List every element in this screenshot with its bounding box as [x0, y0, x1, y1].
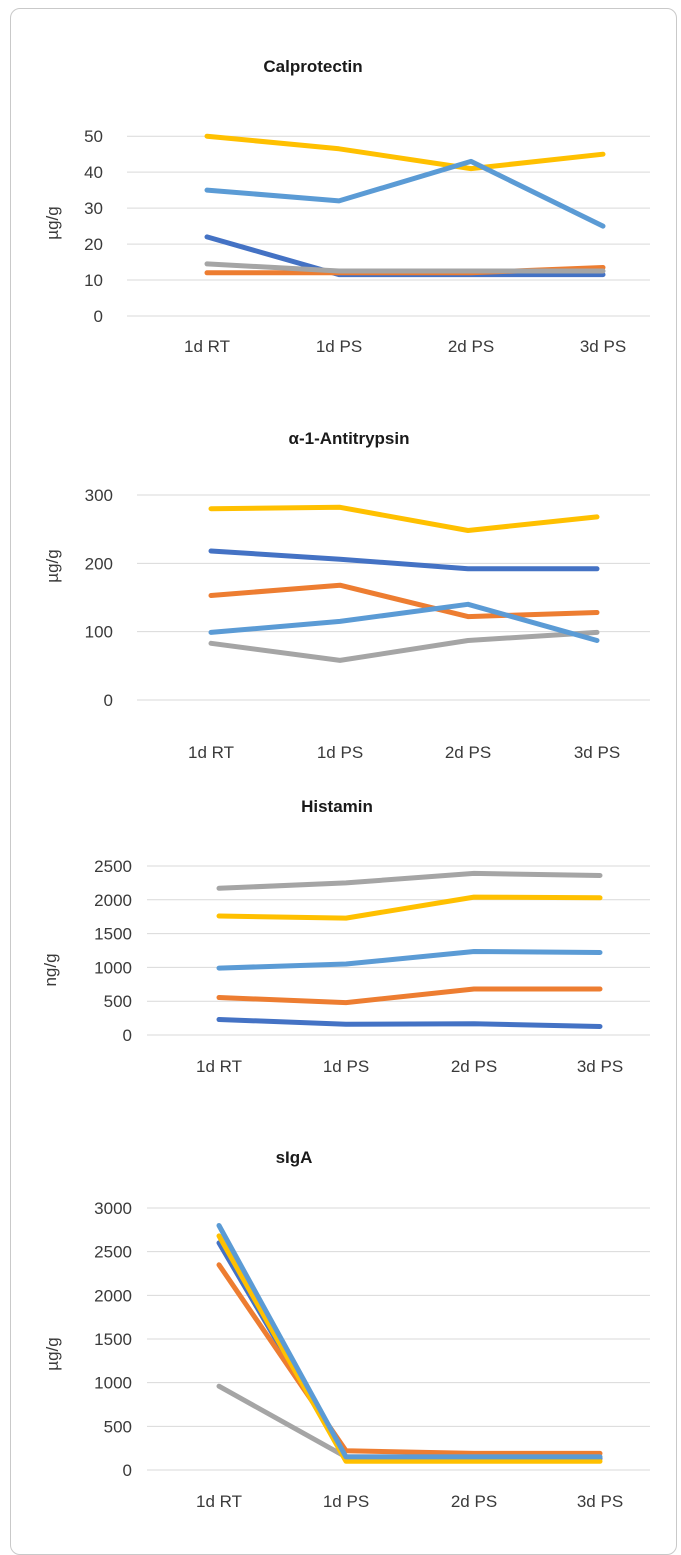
- x-tick-label: 1d RT: [184, 337, 230, 356]
- y-tick-label: 1500: [94, 925, 132, 944]
- y-tick-label: 2500: [94, 1243, 132, 1262]
- y-tick-label: 10: [84, 271, 103, 290]
- x-tick-label: 2d PS: [451, 1492, 497, 1511]
- chart-card: [10, 8, 677, 1555]
- chart-title: sIgA: [276, 1148, 313, 1167]
- y-axis-label: µg/g: [43, 206, 62, 239]
- y-tick-label: 100: [85, 623, 113, 642]
- y-tick-label: 30: [84, 199, 103, 218]
- y-tick-label: 500: [104, 992, 132, 1011]
- series-line: [208, 601, 600, 643]
- y-tick-label: 2000: [94, 891, 132, 910]
- y-tick-label: 0: [123, 1026, 132, 1045]
- x-tick-label: 2d PS: [445, 743, 491, 762]
- series-line: [216, 1223, 603, 1460]
- y-tick-label: 200: [85, 554, 113, 573]
- y-tick-label: 20: [84, 235, 103, 254]
- y-tick-label: 0: [123, 1461, 132, 1480]
- x-tick-label: 3d PS: [580, 337, 626, 356]
- plot-area: 0 100 200 300 1d RT 1d PS 2d PS 3d PS: [85, 486, 650, 762]
- y-axis-label: µg/g: [43, 549, 62, 582]
- y-tick-label: 1500: [94, 1330, 132, 1349]
- x-tick-label: 1d PS: [323, 1057, 369, 1076]
- series-line: [216, 894, 603, 921]
- series-line: [216, 1262, 603, 1456]
- x-tick-label: 1d RT: [196, 1057, 242, 1076]
- x-tick-label: 1d RT: [188, 743, 234, 762]
- series-line: [216, 1233, 603, 1464]
- y-tick-label: 300: [85, 486, 113, 505]
- series-line: [208, 582, 600, 620]
- chart-siga: sIgA µg/g 0 500 1000 1500 2000 2500 3000 1d RT 1…: [43, 1148, 650, 1511]
- y-tick-label: 2500: [94, 857, 132, 876]
- series-line: [216, 1383, 603, 1460]
- y-axis-label: ng/g: [41, 953, 60, 986]
- x-tick-label: 1d PS: [317, 743, 363, 762]
- series-line: [204, 133, 606, 172]
- x-tick-label: 1d PS: [316, 337, 362, 356]
- chart-histamin: Histamin ng/g 0 500 1000 1500 2000 2500 1d RT 1…: [41, 797, 650, 1076]
- plot-area: 0 500 1000 1500 2000 2500 3000 1d RT 1d PS 2d PS 3…: [94, 1199, 650, 1511]
- y-tick-label: 2000: [94, 1286, 132, 1305]
- series-line: [208, 504, 600, 533]
- x-tick-label: 2d PS: [448, 337, 494, 356]
- y-tick-label: 500: [104, 1417, 132, 1436]
- series-line: [208, 548, 600, 572]
- x-tick-label: 2d PS: [451, 1057, 497, 1076]
- series-line: [216, 949, 603, 971]
- y-axis-label: µg/g: [43, 1337, 62, 1370]
- plot-area: 0 500 1000 1500 2000 2500 1d RT 1d PS 2d PS 3d PS: [94, 857, 650, 1076]
- chart-title: Calprotectin: [263, 57, 362, 76]
- chart-antitrypsin: α-1-Antitrypsin µg/g 0 100 200 300 1d RT 1d P…: [43, 429, 650, 762]
- y-tick-label: 3000: [94, 1199, 132, 1218]
- y-tick-label: 40: [84, 163, 103, 182]
- x-tick-label: 3d PS: [574, 743, 620, 762]
- y-tick-label: 1000: [94, 958, 132, 977]
- plot-area: 0 10 20 30 40 50 1d RT 1d PS 2d PS 3d PS: [84, 127, 650, 356]
- x-tick-label: 3d PS: [577, 1492, 623, 1511]
- series-line: [208, 629, 600, 663]
- series-line: [216, 1017, 603, 1029]
- series-line: [204, 158, 606, 229]
- y-tick-label: 50: [84, 127, 103, 146]
- series-line: [216, 986, 603, 1006]
- x-tick-label: 3d PS: [577, 1057, 623, 1076]
- chart-title: Histamin: [301, 797, 373, 816]
- chart-title: α-1-Antitrypsin: [289, 429, 410, 448]
- chart-calprotectin: Calprotectin µg/g 0 10 20 30 40 50 1d RT 1d PS 2…: [43, 57, 650, 356]
- y-tick-label: 0: [94, 307, 103, 326]
- x-tick-label: 1d RT: [196, 1492, 242, 1511]
- series-line: [204, 261, 606, 274]
- y-tick-label: 1000: [94, 1374, 132, 1393]
- x-tick-label: 1d PS: [323, 1492, 369, 1511]
- y-tick-label: 0: [104, 691, 113, 710]
- series-line: [216, 870, 603, 891]
